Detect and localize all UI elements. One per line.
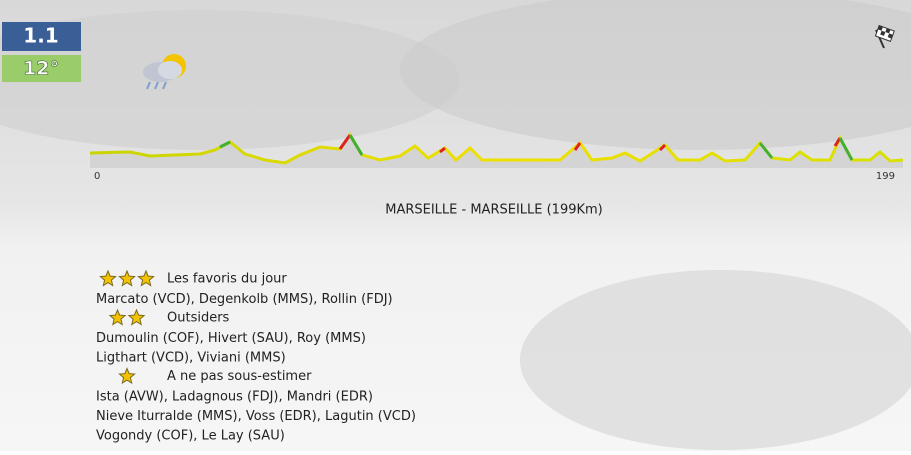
- star: [137, 269, 155, 287]
- race-class-box: [2, 22, 81, 51]
- weather-icon: [143, 54, 186, 90]
- background-trees: [0, 10, 460, 150]
- star: [127, 308, 146, 326]
- elevation-profile: [89, 132, 904, 168]
- star-rating: [108, 308, 146, 326]
- star-rating: [99, 269, 155, 287]
- favorites-group-label: A ne pas sous-estimer: [167, 369, 312, 384]
- temperature-box: [2, 55, 81, 82]
- rider-line: Ligthart (VCD), Viviani (MMS): [96, 351, 286, 366]
- star: [99, 269, 117, 287]
- background-riders: [520, 270, 911, 450]
- star: [118, 269, 136, 287]
- finish-flag-icon[interactable]: [874, 24, 895, 49]
- star: [118, 367, 136, 385]
- profile-start-km: 0: [94, 171, 100, 182]
- favorites-list: Les favoris du jour Marcato (VCD), Degenk…: [96, 269, 416, 444]
- rider-line: Vogondy (COF), Le Lay (SAU): [96, 429, 285, 444]
- stage-title: MARSEILLE - MARSEILLE (199Km): [385, 203, 603, 218]
- rider-line: Dumoulin (COF), Hivert (SAU), Roy (MMS): [96, 331, 366, 346]
- favorites-group-label: Les favoris du jour: [167, 272, 287, 287]
- rider-line: Nieve Iturralde (MMS), Voss (EDR), Lagut…: [96, 409, 416, 424]
- star: [108, 308, 127, 326]
- star-rating: [118, 367, 136, 385]
- temperature: 12°: [23, 58, 59, 80]
- profile-end-km: 199: [876, 171, 895, 182]
- rider-line: Marcato (VCD), Degenkolb (MMS), Rollin (…: [96, 292, 393, 307]
- background-trees: [400, 0, 911, 150]
- favorites-group-label: Outsiders: [167, 311, 230, 326]
- race-class: 1.1: [23, 24, 58, 48]
- rider-line: Ista (AVW), Ladagnous (FDJ), Mandri (EDR…: [96, 390, 373, 405]
